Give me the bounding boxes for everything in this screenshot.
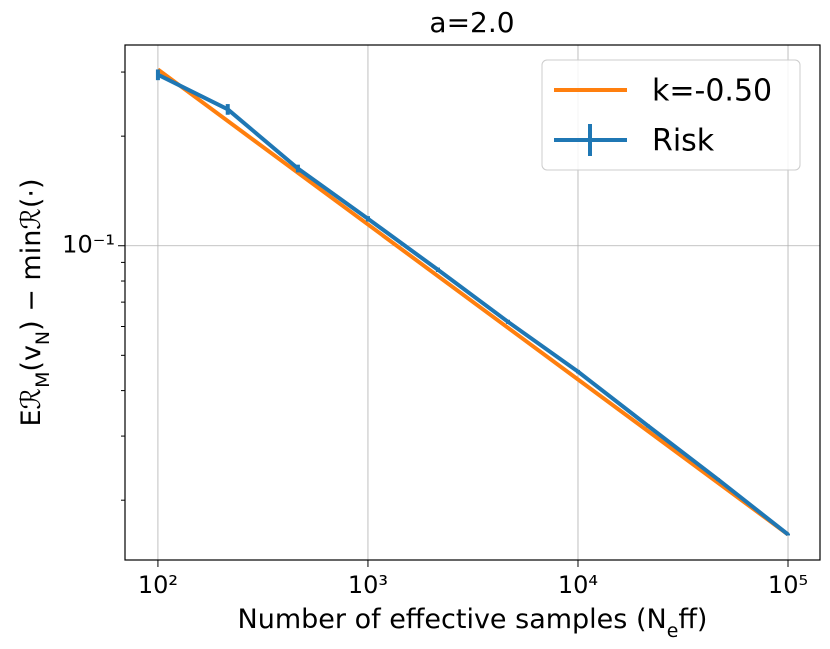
x-tick-label: 10⁵	[768, 571, 808, 599]
x-tick-label: 10³	[348, 571, 388, 599]
series-line	[156, 67, 790, 537]
chart-title: a=2.0	[429, 6, 514, 39]
legend-label: Risk	[652, 124, 715, 159]
y-tick-label: 10⁻¹	[62, 231, 115, 259]
x-tick-label: 10⁴	[558, 571, 598, 599]
x-axis-label: Number of effective samples (Neff)	[238, 604, 708, 642]
x-tick-label: 10²	[138, 571, 178, 599]
series-line	[157, 72, 790, 537]
y-axis-label: EℛM(vN) − minℛ(·)	[16, 178, 54, 426]
legend-box	[541, 59, 801, 171]
plot-frame	[124, 44, 821, 561]
legend-label: k=-0.50	[652, 74, 772, 109]
